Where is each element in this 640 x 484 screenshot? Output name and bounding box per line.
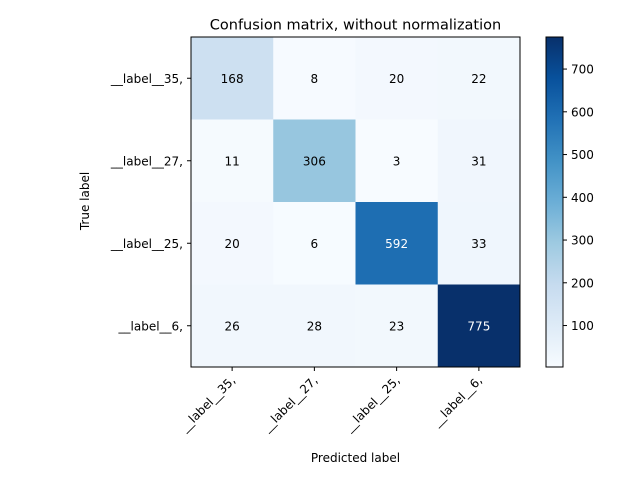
heatmap-cell-value: 28 <box>307 319 322 333</box>
heatmap-cell <box>191 119 274 203</box>
x-tick-label: __label__35, <box>177 373 239 435</box>
heatmap-cell-value: 775 <box>467 319 490 333</box>
heatmap-cell-value: 22 <box>471 72 486 86</box>
heatmap-cell-value: 20 <box>389 72 404 86</box>
colorbar: 100 200 300 400 500 600 700 <box>545 36 594 368</box>
heatmap-cell-value: 33 <box>471 237 486 251</box>
heatmap-cell-value: 8 <box>311 72 319 86</box>
colorbar-tick-label: 500 <box>571 148 594 162</box>
y-axis-ticks: __label__35, __label__27, __label__25, __la… <box>110 72 191 333</box>
colorbar-tick-label: 100 <box>571 319 594 333</box>
heatmap-cell <box>191 284 274 368</box>
x-axis-ticks: __label__35, __label__27, __label__25, __la… <box>177 367 485 435</box>
colorbar-tick-label: 400 <box>571 191 594 205</box>
y-tick-label: __label__35, <box>110 72 183 86</box>
heatmap-cell <box>273 202 356 285</box>
heatmap-cell <box>355 119 439 203</box>
heatmap-cell <box>191 202 274 285</box>
heatmap-cell-value: 20 <box>224 237 239 251</box>
colorbar-tick-label: 200 <box>571 276 594 290</box>
heatmap-cell <box>273 284 356 368</box>
heatmap-cell-labels: 168 8 20 22 11 306 3 31 20 6 592 33 26 28 23 775 <box>221 72 491 334</box>
x-tick-label: __label__27, <box>259 373 321 435</box>
heatmap-cell <box>355 202 439 285</box>
colorbar-tick-label: 700 <box>571 63 594 77</box>
heatmap-cell-value: 26 <box>224 319 239 333</box>
y-axis-label: True label <box>78 172 92 231</box>
plot-frame <box>190 36 521 368</box>
colorbar-gradient <box>545 36 564 368</box>
heatmap-cell <box>273 37 356 120</box>
colorbar-tick-label: 600 <box>571 105 594 119</box>
x-tick-label: __label__6, <box>429 373 485 429</box>
heatmap-cell <box>355 284 439 368</box>
x-tick-label: __label__25, <box>341 373 403 435</box>
heatmap-cell-value: 6 <box>311 237 319 251</box>
heatmap-cell <box>273 119 356 203</box>
colorbar-ticks: 100 200 300 400 500 600 700 <box>563 63 594 333</box>
heatmap-cell-value: 306 <box>303 154 326 168</box>
heatmap-cell-value: 592 <box>385 237 408 251</box>
heatmap-cell <box>437 202 521 285</box>
heatmap-cell-value: 31 <box>471 154 486 168</box>
heatmap-cell-value: 11 <box>224 154 239 168</box>
heatmap-cell <box>437 37 521 120</box>
heatmap-cells <box>191 37 521 368</box>
heatmap-cell <box>191 37 274 120</box>
heatmap-cell <box>355 37 439 120</box>
heatmap-cell <box>437 284 521 368</box>
heatmap-cell-value: 3 <box>393 154 401 168</box>
heatmap-cell-value: 23 <box>389 319 404 333</box>
y-tick-label: __label__27, <box>110 154 183 168</box>
y-tick-label: __label__25, <box>110 237 183 251</box>
heatmap-cell <box>437 119 521 203</box>
chart-title: Confusion matrix, without normalization <box>210 18 501 34</box>
colorbar-tick-label: 300 <box>571 234 594 248</box>
heatmap-cell-value: 168 <box>221 72 244 86</box>
x-axis-label: Predicted label <box>311 451 400 465</box>
y-tick-label: __label__6, <box>118 319 183 333</box>
